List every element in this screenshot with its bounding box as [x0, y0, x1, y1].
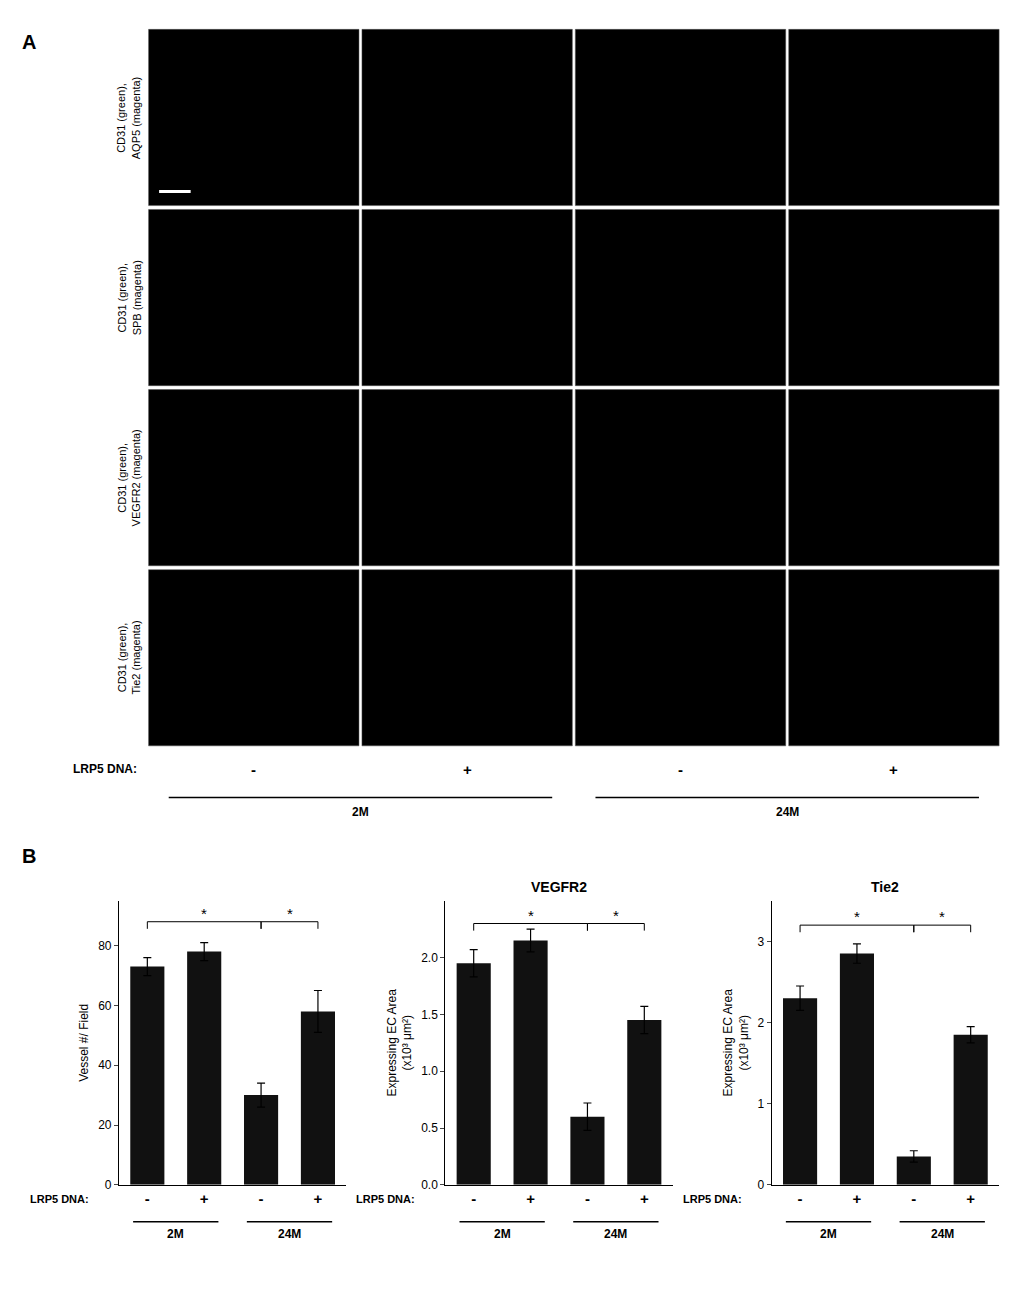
svg-text:-: -: [911, 1190, 916, 1207]
svg-text:Tie2: Tie2: [871, 879, 899, 895]
svg-text:2M: 2M: [167, 1227, 184, 1241]
svg-text:CD31 (green),Tie2 (magenta): CD31 (green),Tie2 (magenta): [116, 620, 142, 694]
svg-text:0: 0: [758, 1178, 765, 1192]
svg-text:2: 2: [758, 1016, 765, 1030]
svg-text:-: -: [471, 1190, 476, 1207]
svg-text:24M: 24M: [278, 1227, 301, 1241]
svg-text:24M: 24M: [931, 1227, 954, 1241]
svg-text:2M: 2M: [820, 1227, 837, 1241]
svg-text:+: +: [640, 1190, 649, 1207]
svg-text:20: 20: [98, 1118, 112, 1132]
svg-text:80: 80: [98, 939, 112, 953]
svg-text:*: *: [287, 905, 293, 922]
svg-text:+: +: [463, 761, 472, 778]
svg-text:A: A: [22, 31, 36, 53]
svg-text:0.0: 0.0: [421, 1178, 438, 1192]
svg-text:3: 3: [758, 935, 765, 949]
svg-text:1: 1: [758, 1097, 765, 1111]
svg-text:Vessel #/ Field: Vessel #/ Field: [77, 1004, 91, 1082]
svg-text:2M: 2M: [494, 1227, 511, 1241]
svg-text:+: +: [314, 1190, 323, 1207]
svg-text:40: 40: [98, 1058, 112, 1072]
svg-text:CD31 (green),VEGFR2 (magenta): CD31 (green),VEGFR2 (magenta): [116, 429, 142, 526]
svg-text:LRP5 DNA:: LRP5 DNA:: [30, 1193, 89, 1205]
svg-text:+: +: [853, 1190, 862, 1207]
svg-text:-: -: [798, 1190, 803, 1207]
svg-text:-: -: [585, 1190, 590, 1207]
svg-text:Expressing EC Area(x10³ μm²): Expressing EC Area(x10³ μm²): [721, 989, 751, 1097]
svg-text:*: *: [854, 908, 860, 925]
svg-text:B: B: [22, 845, 36, 867]
svg-text:*: *: [939, 908, 945, 925]
svg-text:1.5: 1.5: [421, 1008, 438, 1022]
svg-text:60: 60: [98, 999, 112, 1013]
svg-text:VEGFR2: VEGFR2: [531, 879, 587, 895]
svg-text:24M: 24M: [604, 1227, 627, 1241]
svg-text:+: +: [200, 1190, 209, 1207]
svg-text:+: +: [889, 761, 898, 778]
svg-text:+: +: [966, 1190, 975, 1207]
svg-text:2.0: 2.0: [421, 951, 438, 965]
svg-text:LRP5 DNA:: LRP5 DNA:: [356, 1193, 415, 1205]
svg-text:*: *: [528, 907, 534, 924]
svg-text:*: *: [613, 907, 619, 924]
svg-text:LRP5 DNA:: LRP5 DNA:: [73, 762, 137, 776]
svg-text:0.5: 0.5: [421, 1121, 438, 1135]
svg-text:1.0: 1.0: [421, 1064, 438, 1078]
svg-text:2M: 2M: [352, 805, 369, 819]
svg-text:+: +: [526, 1190, 535, 1207]
svg-text:Expressing EC Area(x10³ μm²): Expressing EC Area(x10³ μm²): [385, 989, 415, 1097]
svg-text:CD31 (green),SPB (magenta): CD31 (green),SPB (magenta): [116, 260, 142, 335]
svg-text:CD31 (green),AQP5 (magenta): CD31 (green),AQP5 (magenta): [115, 77, 141, 160]
svg-text:LRP5 DNA:: LRP5 DNA:: [683, 1193, 742, 1205]
svg-text:-: -: [145, 1190, 150, 1207]
svg-text:0: 0: [105, 1178, 112, 1192]
svg-text:-: -: [251, 761, 256, 778]
svg-text:*: *: [201, 905, 207, 922]
svg-text:-: -: [678, 761, 683, 778]
svg-text:24M: 24M: [776, 805, 799, 819]
svg-text:-: -: [259, 1190, 264, 1207]
